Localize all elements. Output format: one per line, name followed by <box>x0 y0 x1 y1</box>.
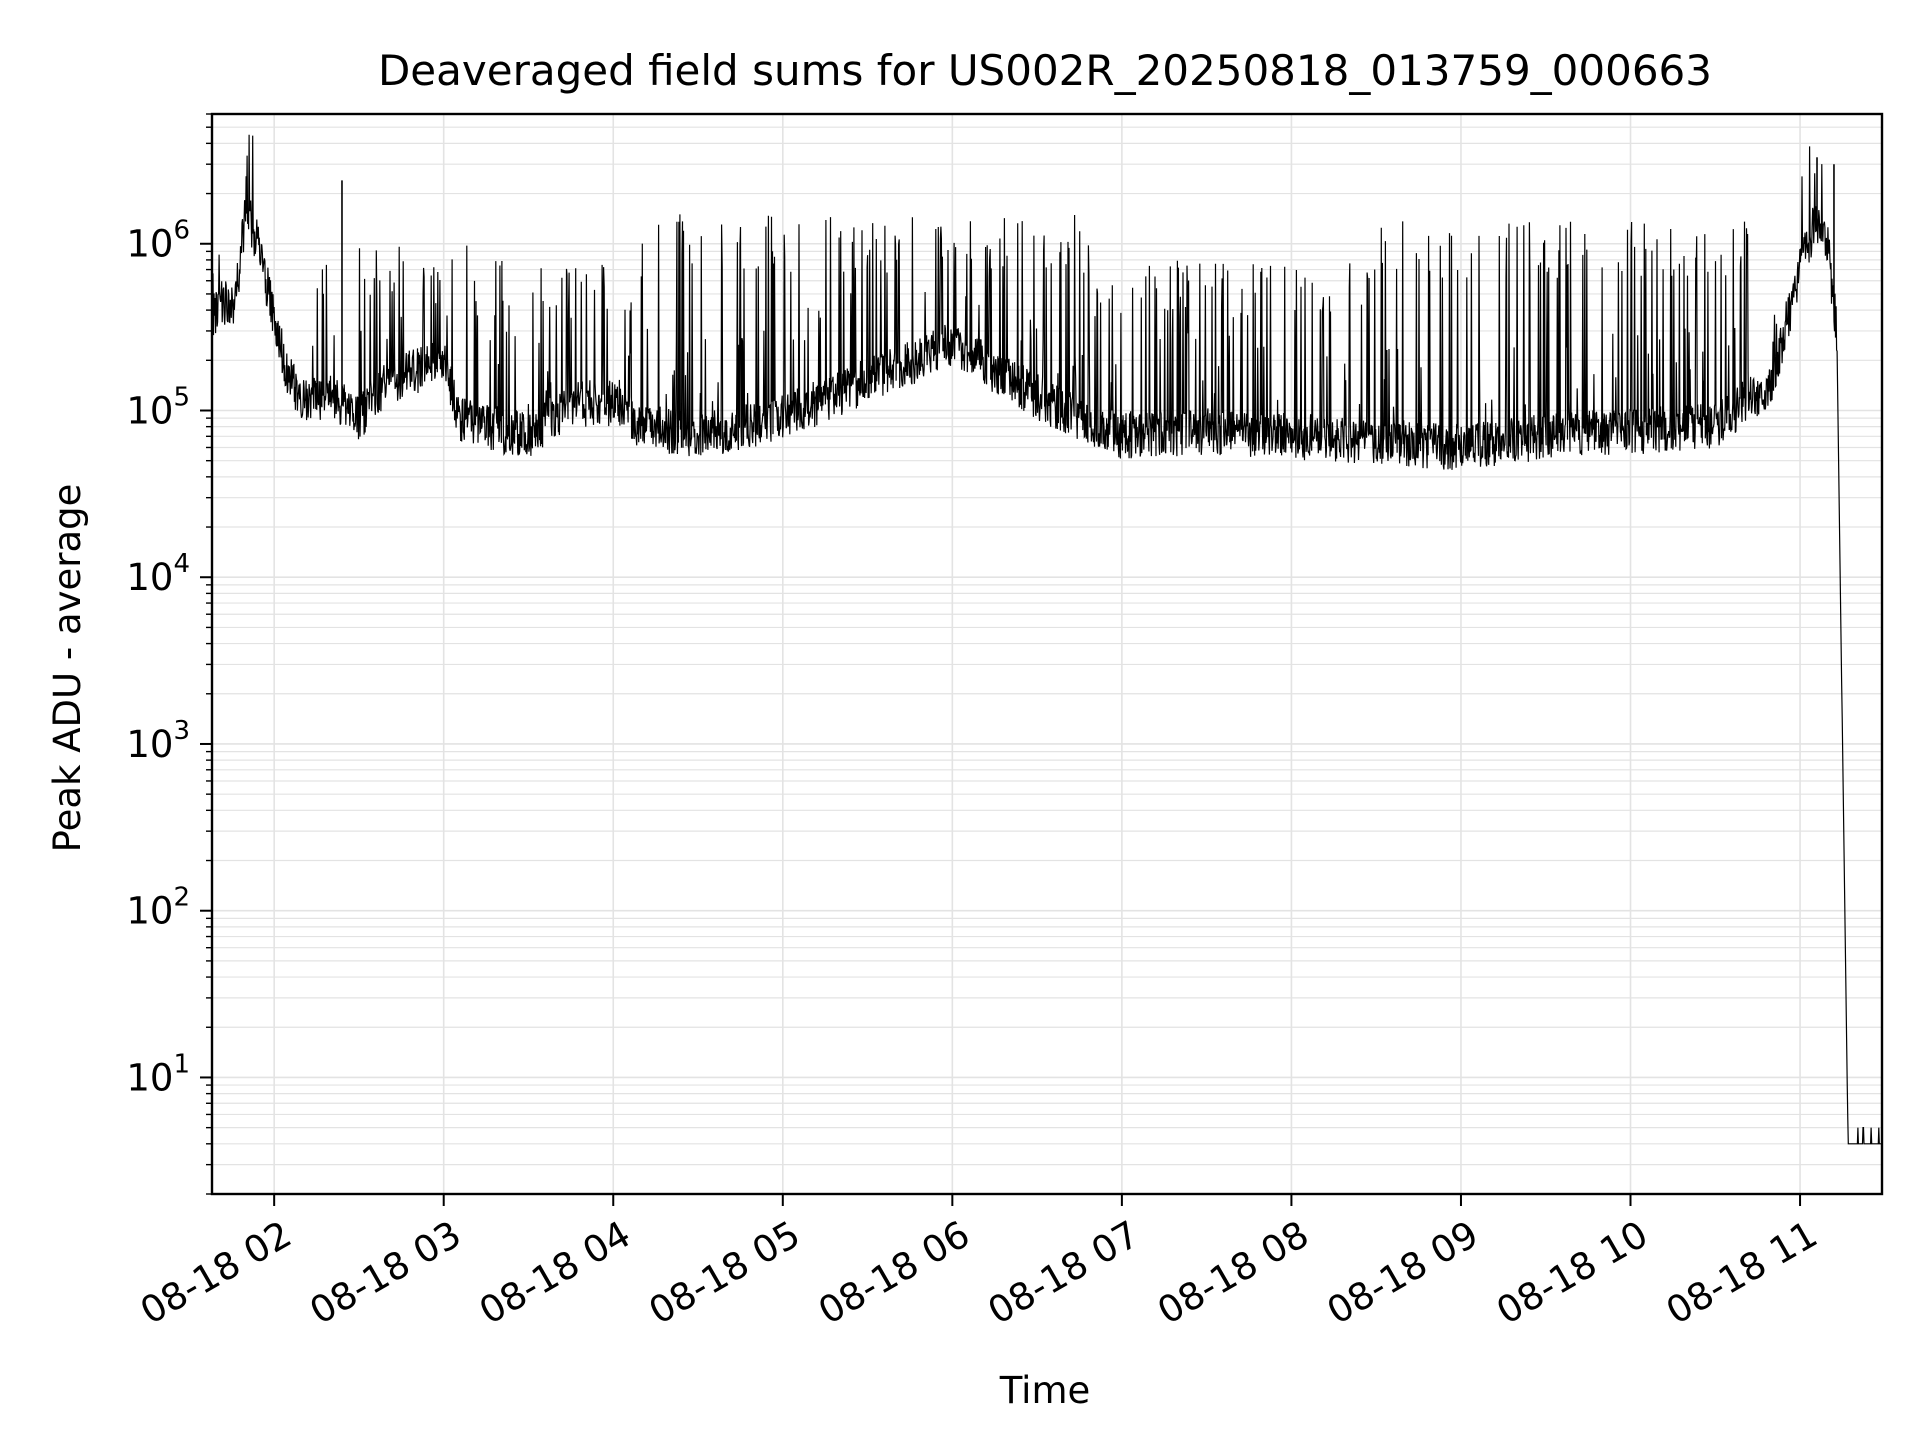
y-axis-label: Peak ADU - average <box>46 484 89 853</box>
plot-frame <box>210 112 1884 1196</box>
y-tick-label: 101 <box>126 1049 190 1099</box>
y-tick-label: 105 <box>126 382 190 432</box>
x-axis-label: Time <box>999 1369 1091 1412</box>
y-tick-label: 103 <box>126 716 190 766</box>
y-tick-label: 106 <box>126 216 190 266</box>
series-line <box>211 134 1882 1145</box>
y-tick-label: 104 <box>126 549 190 599</box>
plot-area <box>211 134 1882 1145</box>
y-tick-label: 102 <box>126 883 190 933</box>
chart-title: Deaveraged field sums for US002R_2025081… <box>378 46 1712 95</box>
